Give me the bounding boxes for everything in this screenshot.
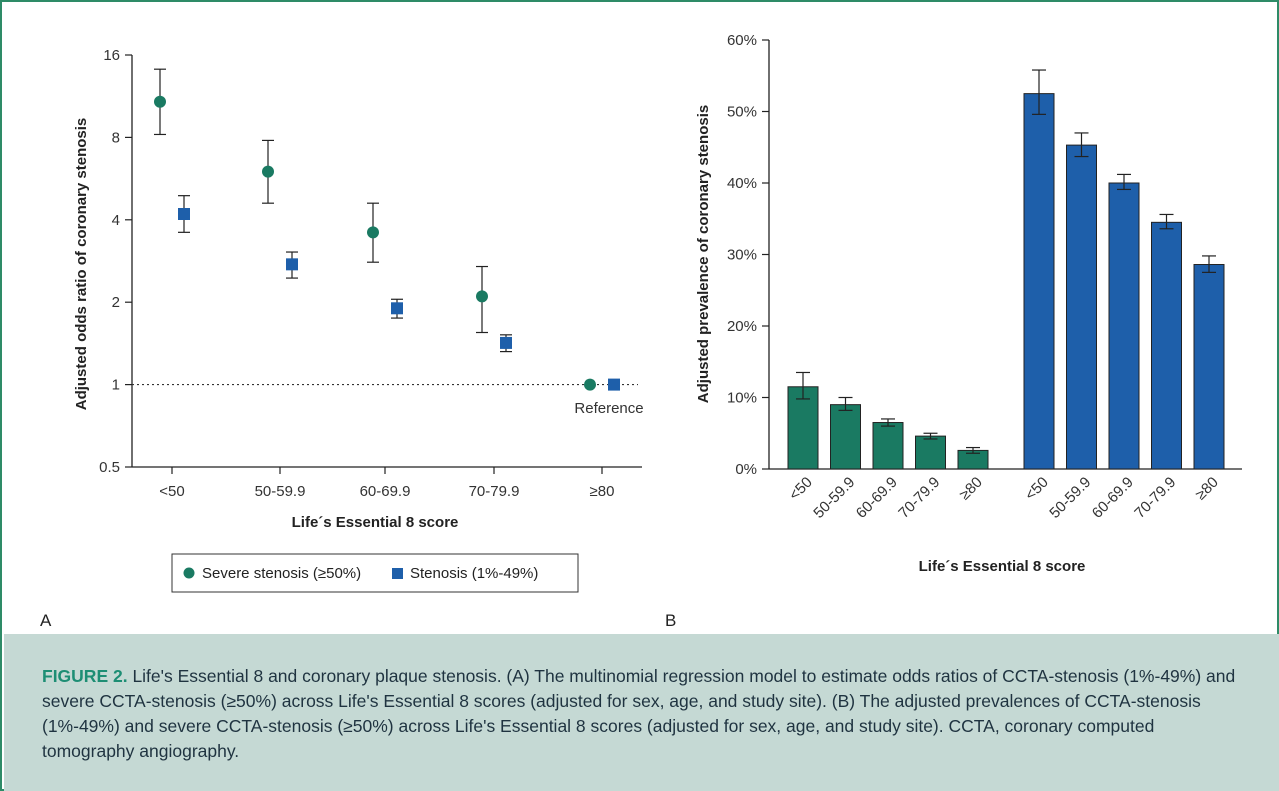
panel-b-error-bar (1202, 255, 1216, 273)
panel-b-label: B (665, 611, 676, 630)
panel-b-error-bar (881, 418, 895, 427)
panel-b-x-tick-label: 60-69.9 (1089, 474, 1137, 522)
stenosis-point (178, 207, 190, 220)
panel-b-y-tick-label: 20% (727, 318, 757, 335)
figure-canvas: Adjusted odds ratio of coronary stenosis… (40, 32, 1242, 630)
prevalence-bar (787, 386, 819, 470)
panel-b-x-tick-label: ≥80 (1192, 474, 1222, 504)
prevalence-bar (1151, 221, 1182, 470)
panel-b-error-bar (1159, 213, 1174, 230)
panel-b-error-bar (1074, 132, 1089, 158)
panel-b-ylabel: Adjusted prevalence of coronary stenosis (695, 105, 712, 403)
panel-b-y-tick-label: 10% (727, 390, 757, 407)
panel-b-x-tick-label: 70-79.9 (1131, 474, 1179, 522)
severe-stenosis-point (262, 165, 274, 178)
panel-b-x-tick-label: <50 (1022, 474, 1052, 504)
legend-severe-marker (183, 567, 195, 579)
severe-stenosis-point (154, 95, 166, 108)
panel-b-x-tick-label: ≥80 (956, 474, 986, 504)
panel-b-x-tick-label: 70-79.9 (895, 474, 943, 522)
prevalence-bar (1108, 182, 1140, 470)
panel-b-xlabel: Life´s Essential 8 score (919, 558, 1086, 575)
panel-a-x-tick-label: 70-79.9 (469, 483, 520, 500)
stenosis-point (286, 258, 298, 271)
panel-a-label: A (40, 611, 52, 630)
panel-a-x-tick-label: 60-69.9 (360, 483, 411, 500)
stenosis-point (608, 378, 620, 391)
panel-b-error-bar (923, 432, 938, 440)
legend-severe-label: Severe stenosis (≥50%) (202, 565, 361, 582)
panel-a-y-tick-label: 16 (103, 47, 120, 64)
reference-label: Reference (574, 400, 643, 417)
panel-b-x-tick-label: 60-69.9 (853, 474, 901, 522)
panel-b-y-tick-label: 30% (727, 247, 757, 264)
panel-b-y-tick-label: 0% (735, 461, 757, 478)
panel-b-error-bar (966, 446, 980, 454)
panel-a-x-tick-label: ≥80 (590, 483, 615, 500)
panel-b-x-tick-label: <50 (786, 474, 816, 504)
legend-stenosis-label: Stenosis (1%-49%) (410, 565, 538, 582)
prevalence-bar (915, 435, 946, 470)
panel-a-legend: Severe stenosis (≥50%) Stenosis (1%-49%) (171, 553, 579, 593)
severe-stenosis-point (584, 378, 596, 391)
panel-b-error-bar (1032, 69, 1046, 115)
caption-text: Life's Essential 8 and coronary plaque s… (42, 666, 1236, 761)
panel-a-x-tick-label: 50-59.9 (255, 483, 306, 500)
panel-b-error-bar (1117, 173, 1131, 191)
panel-a-x-tick-label: <50 (159, 483, 184, 500)
caption-box: FIGURE 2. Life's Essential 8 and coronar… (4, 634, 1279, 791)
panel-a-y-tick-label: 8 (112, 129, 120, 146)
panel-b-y-tick-label: 50% (727, 104, 757, 121)
legend-stenosis-marker (392, 568, 403, 579)
panel-b-y-tick-label: 40% (727, 175, 757, 192)
panel-a-y-tick-label: 1 (112, 377, 120, 394)
figure-caption: FIGURE 2. Life's Essential 8 and coronar… (42, 664, 1247, 764)
panel-a-y-tick-label: 0.5 (99, 459, 120, 476)
prevalence-bar (830, 404, 861, 470)
prevalence-bar (1023, 93, 1055, 470)
panel-b-error-bar (796, 371, 810, 400)
panel-b-x-tick-label: 50-59.9 (1046, 474, 1094, 522)
stenosis-point (391, 302, 403, 315)
panel-a-y-tick-label: 2 (112, 294, 120, 311)
legend-box (171, 553, 579, 593)
prevalence-bar (1066, 144, 1097, 470)
panel-a-y-tick-label: 4 (112, 212, 120, 229)
stenosis-point (500, 336, 512, 349)
panel-a-xlabel: Life´s Essential 8 score (292, 514, 459, 531)
severe-stenosis-point (367, 226, 379, 239)
prevalence-bar (872, 422, 904, 470)
panel-b-error-bar (838, 396, 853, 411)
panel-b-y-tick-label: 60% (727, 32, 757, 49)
caption-lead: FIGURE 2. (42, 666, 128, 686)
panel-a-ylabel: Adjusted odds ratio of coronary stenosis (73, 118, 90, 411)
prevalence-bar (1193, 264, 1225, 470)
severe-stenosis-point (476, 290, 488, 303)
panel-b-x-tick-label: 50-59.9 (810, 474, 858, 522)
